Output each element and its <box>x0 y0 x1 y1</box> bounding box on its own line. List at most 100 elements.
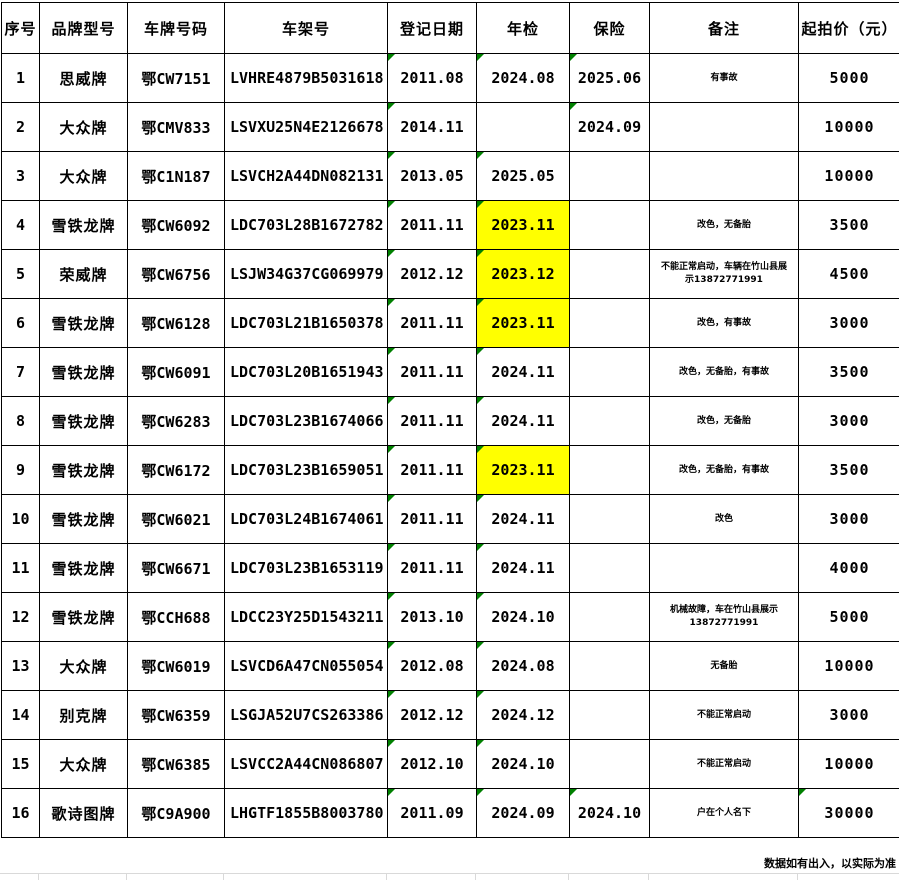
cell-flag-triangle-icon <box>477 544 484 551</box>
cell-insurance <box>569 494 650 544</box>
table-row: 4 雪铁龙牌 鄂CW6092 LDC703L28B1672782 2011.11 2023… <box>1 200 899 250</box>
cell-plate: 鄂CW6128 <box>127 298 225 348</box>
cell-inspection: 2024.11 <box>476 347 570 397</box>
table-row: 8 雪铁龙牌 鄂CW6283 LDC703L23B1674066 2011.11 2024… <box>1 396 899 446</box>
cell-brand: 别克牌 <box>39 690 128 740</box>
cell-flag-triangle-icon <box>388 789 395 796</box>
cell-flag-triangle-icon <box>477 740 484 747</box>
cell-index: 5 <box>1 249 40 299</box>
column-header-plate: 车牌号码 <box>127 2 225 54</box>
cell-flag-triangle-icon <box>477 593 484 600</box>
cell-flag-triangle-icon <box>477 54 484 61</box>
cell-index: 7 <box>1 347 40 397</box>
cell-insurance: 2025.06 <box>569 53 650 103</box>
cell-insurance <box>569 347 650 397</box>
column-header-remark: 备注 <box>649 2 799 54</box>
cell-insurance <box>569 445 650 495</box>
cell-price: 3000 <box>798 494 899 544</box>
cell-remark: 不能正常启动，车辆在竹山县展示13872771991 <box>649 249 799 299</box>
cell-inspection <box>476 102 570 152</box>
cell-plate: 鄂CW6756 <box>127 249 225 299</box>
cell-price: 3500 <box>798 445 899 495</box>
cell-plate: 鄂CW6359 <box>127 690 225 740</box>
gridline <box>568 874 569 880</box>
cell-inspection: 2024.08 <box>476 53 570 103</box>
table-row: 1 思威牌 鄂CW7151 LVHRE4879B5031618 2011.08 2024.… <box>1 53 899 103</box>
cell-flag-triangle-icon <box>570 789 577 796</box>
cell-flag-triangle-icon <box>388 348 395 355</box>
cell-vin: LDC703L23B1674066 <box>224 396 388 446</box>
disclaimer-note: 数据如有出入，以实际为准 <box>764 857 896 870</box>
excel-gridline-strip <box>0 873 899 880</box>
column-header-brand: 品牌型号 <box>39 2 128 54</box>
cell-vin: LDC703L28B1672782 <box>224 200 388 250</box>
cell-price: 3500 <box>798 200 899 250</box>
cell-flag-triangle-icon <box>388 495 395 502</box>
cell-plate: 鄂C9A900 <box>127 788 225 838</box>
cell-flag-triangle-icon <box>477 348 484 355</box>
cell-price: 10000 <box>798 102 899 152</box>
cell-price: 10000 <box>798 151 899 201</box>
cell-flag-triangle-icon <box>388 103 395 110</box>
table-row: 5 荣威牌 鄂CW6756 LSJW34G37CG069979 2012.12 2023.… <box>1 249 899 299</box>
cell-brand: 雪铁龙牌 <box>39 347 128 397</box>
cell-insurance: 2024.10 <box>569 788 650 838</box>
cell-index: 6 <box>1 298 40 348</box>
gridline <box>648 874 649 880</box>
cell-reg_date: 2013.10 <box>387 592 477 642</box>
cell-inspection: 2024.11 <box>476 543 570 593</box>
cell-reg_date: 2011.11 <box>387 445 477 495</box>
cell-price: 30000 <box>798 788 899 838</box>
column-header-index: 序号 <box>1 2 40 54</box>
table-row: 9 雪铁龙牌 鄂CW6172 LDC703L23B1659051 2011.11 2023… <box>1 445 899 495</box>
cell-insurance <box>569 396 650 446</box>
cell-reg_date: 2011.11 <box>387 543 477 593</box>
cell-brand: 雪铁龙牌 <box>39 298 128 348</box>
cell-plate: 鄂CW6385 <box>127 739 225 789</box>
cell-plate: 鄂CW6091 <box>127 347 225 397</box>
cell-remark: 有事故 <box>649 53 799 103</box>
cell-remark: 不能正常启动 <box>649 690 799 740</box>
cell-flag-triangle-icon <box>388 593 395 600</box>
cell-vin: LDC703L24B1674061 <box>224 494 388 544</box>
cell-insurance <box>569 690 650 740</box>
gridline <box>126 874 127 880</box>
cell-index: 8 <box>1 396 40 446</box>
cell-reg_date: 2011.08 <box>387 53 477 103</box>
cell-insurance <box>569 641 650 691</box>
cell-flag-triangle-icon <box>477 299 484 306</box>
cell-plate: 鄂CCH688 <box>127 592 225 642</box>
cell-price: 3000 <box>798 396 899 446</box>
cell-reg_date: 2013.05 <box>387 151 477 201</box>
cell-insurance <box>569 298 650 348</box>
cell-inspection: 2024.11 <box>476 396 570 446</box>
cell-remark <box>649 543 799 593</box>
cell-price: 3000 <box>798 298 899 348</box>
cell-vin: LSVCD6A47CN055054 <box>224 641 388 691</box>
cell-brand: 大众牌 <box>39 739 128 789</box>
cell-vin: LDCC23Y25D1543211 <box>224 592 388 642</box>
cell-vin: LHGTF1855B8003780 <box>224 788 388 838</box>
cell-plate: 鄂CW7151 <box>127 53 225 103</box>
cell-index: 16 <box>1 788 40 838</box>
table-row: 16 歌诗图牌 鄂C9A900 LHGTF1855B8003780 2011.09 202… <box>1 788 899 838</box>
cell-brand: 雪铁龙牌 <box>39 592 128 642</box>
cell-index: 3 <box>1 151 40 201</box>
cell-reg_date: 2011.11 <box>387 298 477 348</box>
cell-index: 13 <box>1 641 40 691</box>
cell-flag-triangle-icon <box>388 740 395 747</box>
cell-flag-triangle-icon <box>388 397 395 404</box>
cell-price: 4000 <box>798 543 899 593</box>
cell-index: 12 <box>1 592 40 642</box>
cell-remark: 改色，无备胎，有事故 <box>649 445 799 495</box>
cell-index: 9 <box>1 445 40 495</box>
cell-inspection: 2025.05 <box>476 151 570 201</box>
column-header-inspection: 年检 <box>476 2 570 54</box>
cell-flag-triangle-icon <box>477 397 484 404</box>
cell-brand: 雪铁龙牌 <box>39 543 128 593</box>
cell-flag-triangle-icon <box>388 642 395 649</box>
cell-plate: 鄂CMV833 <box>127 102 225 152</box>
cell-remark: 无备胎 <box>649 641 799 691</box>
table-row: 15 大众牌 鄂CW6385 LSVCC2A44CN086807 2012.10 2024… <box>1 739 899 789</box>
cell-flag-triangle-icon <box>477 201 484 208</box>
